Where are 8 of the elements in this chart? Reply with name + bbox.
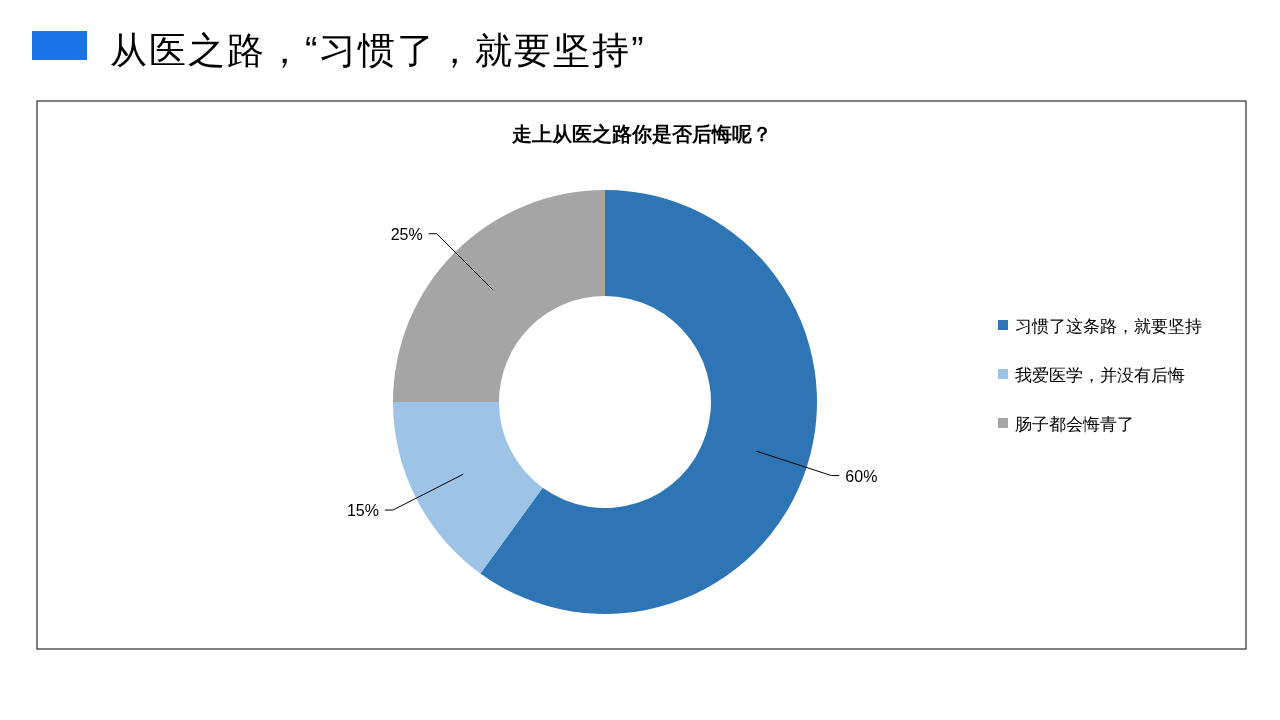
data-label: 25% [390,225,423,243]
data-label: 60% [845,467,878,485]
legend-label: 习惯了这条路，就要坚持 [1015,317,1202,336]
legend-label: 肠子都会悔青了 [1015,415,1134,434]
data-label: 15% [346,502,379,520]
chart-title: 从医之路，“习惯了，就要坚持” [110,30,646,71]
chart-subtitle: 走上从医之路你是否后悔呢？ [510,123,772,145]
legend-label: 我爱医学，并没有后悔 [1015,366,1185,385]
